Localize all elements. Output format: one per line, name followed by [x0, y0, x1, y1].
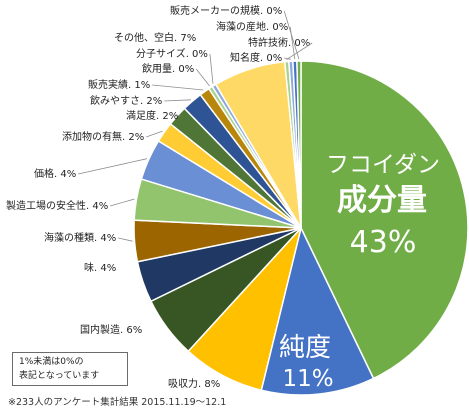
slice-label: 飲用量. 0%	[142, 62, 194, 75]
slice-label: 海藻の種類. 4%	[44, 231, 116, 244]
note-line-2: 表記となっています	[19, 371, 100, 381]
main-slice-label-line1: フコイダン	[326, 152, 440, 178]
pie-slice	[260, 225, 375, 396]
slice-label: 味. 4%	[84, 262, 116, 274]
slice-label: その他、空白. 7%	[114, 31, 196, 44]
leader-line	[78, 158, 147, 175]
leader-line	[175, 114, 181, 117]
leader-line	[284, 57, 291, 60]
slice-label: 添加物の有無. 2%	[62, 130, 144, 143]
leader-line	[152, 84, 204, 91]
note-line-1: 1%未満は0%の	[19, 357, 84, 367]
slice-label: 分子サイズ. 0%	[136, 47, 208, 60]
slice-label: 特許技術. 0%	[248, 36, 310, 49]
slice-label: 知名度. 0%	[230, 51, 282, 64]
leader-line	[195, 68, 210, 87]
leader-line	[283, 10, 300, 60]
slice-label: 製造工場の安全性. 4%	[6, 199, 108, 212]
second-slice-percent: 11%	[282, 366, 333, 392]
leader-line	[118, 237, 133, 242]
main-slice-percent: 43%	[350, 225, 417, 260]
leader-line	[146, 130, 163, 138]
second-slice-label-line1: 純度	[279, 333, 331, 363]
pie-slice	[300, 60, 469, 380]
leader-line	[286, 42, 313, 60]
survey-footnote: ※233人のアンケート集計結果 2015.11.19～12.1	[8, 397, 227, 408]
slice-label: 満足度. 2%	[126, 109, 178, 122]
leader-line	[164, 99, 191, 102]
pie-slice	[296, 60, 302, 229]
slice-label: 吸収力. 8%	[168, 377, 220, 390]
slice-label: 販売メーカーの規模. 0%	[170, 4, 282, 17]
slice-label: 販売実績. 1%	[88, 78, 150, 91]
slice-label: 国内製造. 6%	[80, 323, 142, 336]
slice-label: 価格. 4%	[34, 167, 76, 180]
slice-label: 海藻の産地. 0%	[216, 20, 288, 33]
note-box: 1%未満は0%の 表記となっています	[12, 352, 128, 386]
leader-line	[209, 53, 214, 84]
slice-label: 飲みやすさ. 2%	[90, 94, 162, 107]
leader-line	[110, 198, 135, 207]
main-slice-label-line2: 成分量	[337, 183, 427, 218]
